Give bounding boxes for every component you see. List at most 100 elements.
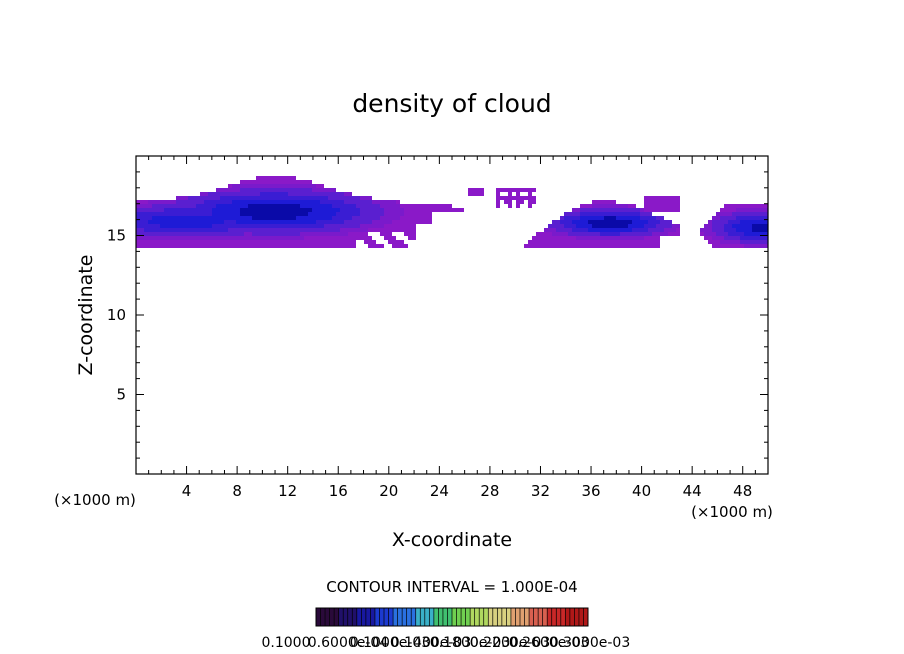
- density-cell: [556, 228, 560, 232]
- density-cell: [272, 200, 276, 204]
- density-cell: [144, 204, 148, 208]
- density-cell: [252, 184, 256, 188]
- density-cell: [708, 228, 712, 232]
- density-cell: [288, 180, 292, 184]
- density-cell: [200, 192, 204, 196]
- colorbar-swatch: [397, 608, 403, 626]
- density-cell: [344, 236, 348, 240]
- density-cell: [584, 228, 588, 232]
- density-cell: [324, 224, 328, 228]
- density-cell: [476, 188, 480, 192]
- density-cell: [592, 236, 596, 240]
- density-cell: [352, 216, 356, 220]
- density-cell: [332, 212, 336, 216]
- colorbar-label: 0.1000e-03: [350, 635, 430, 651]
- density-cell: [704, 232, 708, 236]
- density-cell: [272, 216, 276, 220]
- density-cell: [632, 244, 636, 248]
- density-cell: [620, 224, 624, 228]
- density-cell: [376, 204, 380, 208]
- density-cell: [224, 188, 228, 192]
- density-cell: [204, 204, 208, 208]
- density-cell: [204, 224, 208, 228]
- density-cell: [192, 240, 196, 244]
- density-cell: [380, 228, 384, 232]
- density-cell: [600, 232, 604, 236]
- density-cell: [308, 236, 312, 240]
- density-cell: [240, 216, 244, 220]
- density-cell: [620, 220, 624, 224]
- density-cell: [164, 236, 168, 240]
- density-cell: [260, 224, 264, 228]
- density-cell: [532, 236, 536, 240]
- density-cell: [300, 232, 304, 236]
- density-cell: [744, 204, 748, 208]
- density-cell: [564, 236, 568, 240]
- density-cell: [224, 240, 228, 244]
- density-cell: [408, 236, 412, 240]
- density-cell: [200, 228, 204, 232]
- density-cell: [760, 232, 764, 236]
- density-cell: [740, 236, 744, 240]
- density-cell: [760, 228, 764, 232]
- density-cell: [188, 228, 192, 232]
- density-cell: [596, 224, 600, 228]
- x-tick-label: 8: [232, 482, 242, 500]
- density-cell: [644, 220, 648, 224]
- density-cell: [256, 216, 260, 220]
- colorbar-swatch: [452, 608, 457, 626]
- density-cell: [140, 232, 144, 236]
- density-cell: [236, 200, 240, 204]
- density-cell: [248, 204, 252, 208]
- density-cell: [324, 200, 328, 204]
- density-cell: [632, 232, 636, 236]
- density-cell: [612, 216, 616, 220]
- density-cell: [284, 184, 288, 188]
- colorbar-swatch: [461, 608, 466, 626]
- density-cell: [324, 192, 328, 196]
- density-cell: [352, 244, 356, 248]
- density-cell: [264, 192, 268, 196]
- density-cell: [728, 232, 732, 236]
- density-cell: [584, 208, 588, 212]
- colorbar-swatch: [520, 608, 525, 626]
- density-cell: [668, 200, 672, 204]
- density-cell: [156, 244, 160, 248]
- density-cell: [184, 196, 188, 200]
- density-cell: [228, 232, 232, 236]
- density-cell: [208, 200, 212, 204]
- density-cell: [300, 184, 304, 188]
- density-cell: [136, 236, 140, 240]
- density-cell: [644, 200, 648, 204]
- density-cell: [280, 228, 284, 232]
- density-cell: [308, 212, 312, 216]
- density-cell: [448, 204, 452, 208]
- density-cell: [388, 204, 392, 208]
- density-cell: [740, 228, 744, 232]
- density-cell: [232, 240, 236, 244]
- density-cell: [748, 212, 752, 216]
- density-cell: [648, 204, 652, 208]
- density-cell: [500, 188, 504, 192]
- x-tick-label: 12: [278, 482, 297, 500]
- density-cell: [200, 216, 204, 220]
- density-cell: [256, 200, 260, 204]
- density-cell: [172, 200, 176, 204]
- density-cell: [232, 208, 236, 212]
- density-cell: [188, 196, 192, 200]
- density-cell: [276, 196, 280, 200]
- density-cell: [188, 204, 192, 208]
- density-cell: [596, 244, 600, 248]
- density-cell: [732, 244, 736, 248]
- density-cell: [652, 224, 656, 228]
- density-cell: [280, 180, 284, 184]
- density-cell: [236, 240, 240, 244]
- density-cell: [756, 228, 760, 232]
- density-cell: [228, 200, 232, 204]
- density-cell: [252, 236, 256, 240]
- density-cell: [748, 216, 752, 220]
- density-cell: [264, 228, 268, 232]
- density-cell: [256, 240, 260, 244]
- density-cell: [400, 228, 404, 232]
- density-cell: [340, 224, 344, 228]
